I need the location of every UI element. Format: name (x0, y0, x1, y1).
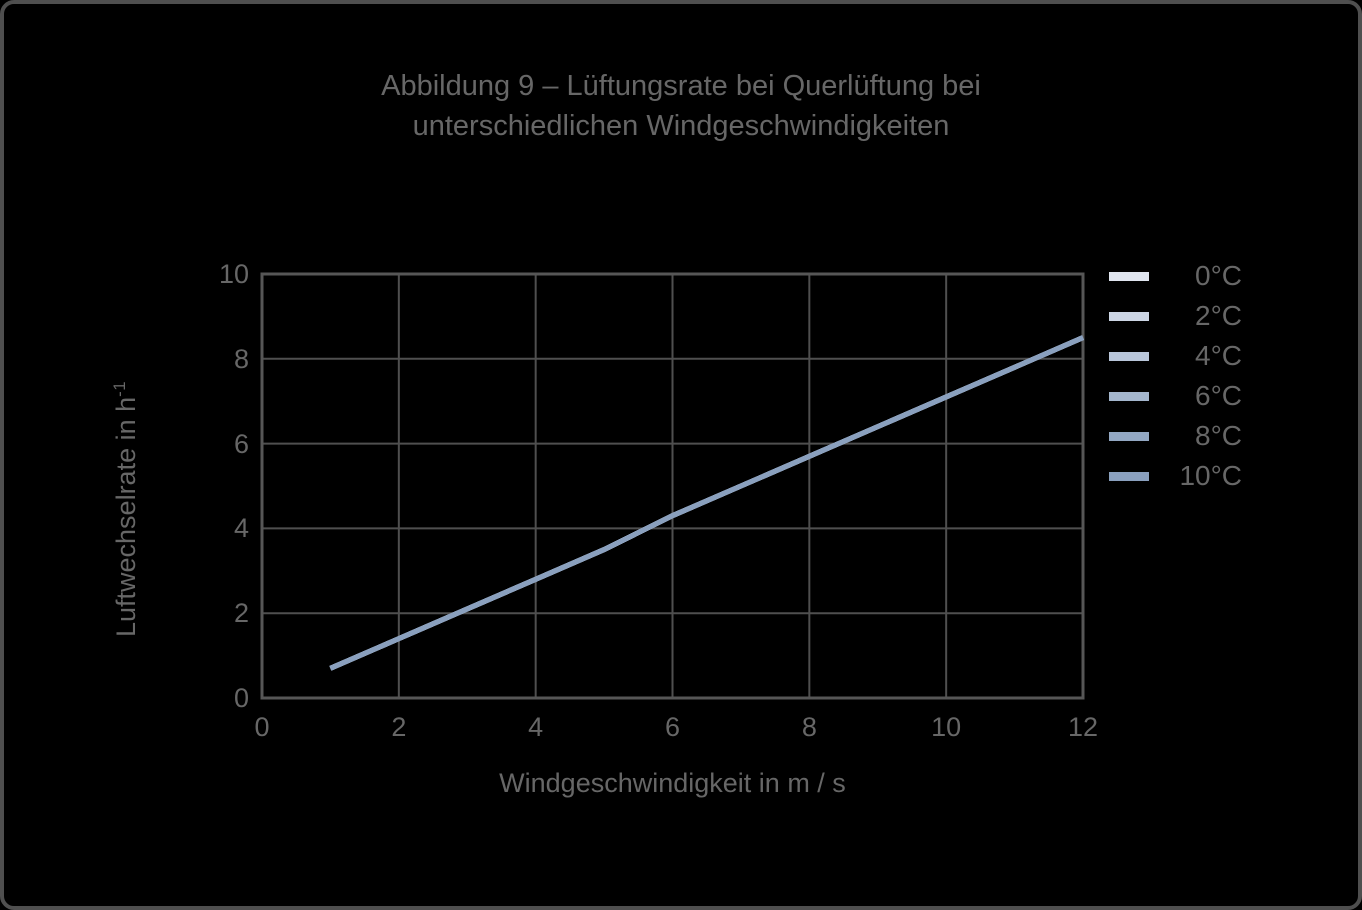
legend-swatch-icon (1109, 311, 1149, 321)
legend-swatch-icon (1109, 431, 1149, 441)
y-axis-title-base: Luftwechselrate in h (111, 396, 141, 638)
legend-item-2: 4°C (1109, 336, 1242, 376)
legend-label-0: 0°C (1195, 260, 1242, 291)
series-line-5 (329, 335, 1084, 671)
legend-label-3: 6°C (1195, 380, 1242, 411)
chart-title-line-2: unterschiedlichen Windgeschwindigkeiten (412, 110, 950, 142)
legend-label-4: 8°C (1195, 420, 1242, 451)
legend-item-4: 8°C (1109, 416, 1242, 456)
y-tick-label-8: 8 (233, 343, 249, 374)
x-tick-label-10: 10 (931, 712, 962, 742)
legend: 0°C 2°C 4°C 6°C 8°C 10°C (1109, 256, 1242, 496)
y-axis-title-exponent: -1 (110, 380, 129, 397)
x-tick-label-12: 12 (1067, 712, 1099, 742)
axes-border (260, 272, 1085, 700)
legend-label-1: 2°C (1195, 300, 1242, 331)
plot-area (260, 272, 1085, 700)
legend-swatch-icon (1109, 351, 1149, 361)
y-axis-title: Luftwechselrate in h-1 (110, 381, 142, 637)
legend-item-3: 6°C (1109, 376, 1242, 416)
legend-swatch-icon (1109, 271, 1149, 281)
legend-label-5: 10°C (1179, 460, 1242, 491)
legend-swatch-icon (1109, 391, 1149, 401)
x-tick-label-6: 6 (664, 712, 681, 742)
legend-item-0: 0°C (1109, 256, 1242, 296)
x-tick-label-0: 0 (254, 712, 270, 742)
y-tick-label-2: 2 (233, 598, 249, 629)
x-axis-title: Windgeschwindigkeit in m / s (499, 768, 846, 798)
legend-item-1: 2°C (1109, 296, 1242, 336)
y-tick-label-6: 6 (233, 428, 249, 459)
legend-label-2: 4°C (1195, 340, 1242, 371)
y-tick-label-10: 10 (218, 259, 249, 289)
chart-title-line-1: Abbildung 9 – Lüftungsrate bei Querlüftu… (381, 70, 981, 102)
y-tick-label-0: 0 (233, 683, 249, 713)
legend-item-5: 10°C (1109, 456, 1242, 496)
x-tick-label-8: 8 (801, 712, 817, 742)
legend-swatch-icon (1109, 471, 1149, 481)
chart-title: Abbildung 9 – Lüftungsrate bei Querlüftu… (4, 66, 1358, 146)
x-tick-label-2: 2 (391, 712, 407, 742)
x-tick-label-4: 4 (528, 712, 544, 742)
y-tick-label-4: 4 (233, 513, 249, 544)
